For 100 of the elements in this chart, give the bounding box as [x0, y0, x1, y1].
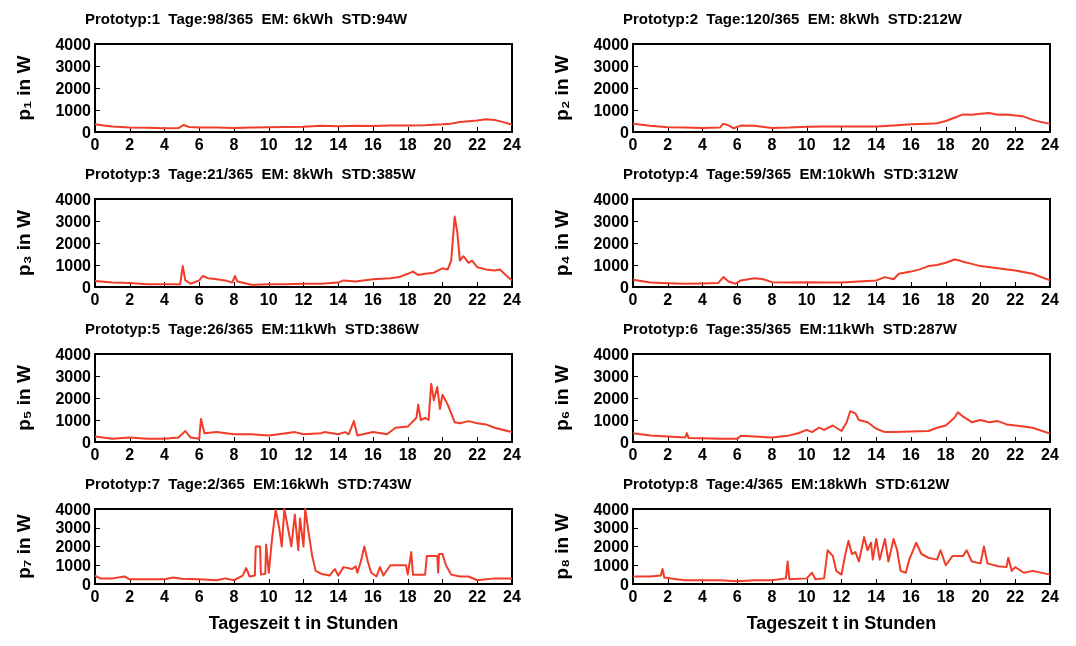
x-tick-label: 18: [398, 445, 417, 463]
y-tick-label: 1000: [55, 256, 92, 274]
y-tick-label: 1000: [55, 556, 92, 574]
x-tick-label: 16: [902, 587, 920, 605]
x-tick-label: 14: [329, 290, 348, 308]
y-tick-label: 0: [620, 433, 630, 451]
x-tick-label: 14: [867, 587, 886, 605]
y-tick-label: 4000: [593, 190, 630, 208]
y-tick-label: 0: [82, 123, 92, 141]
x-tick-label: 10: [797, 135, 816, 153]
x-tick-label: 22: [1006, 290, 1025, 308]
y-tick-label: 2000: [55, 234, 92, 252]
x-tick-label: 12: [832, 135, 851, 153]
x-tick-label: 14: [867, 445, 886, 463]
x-tick-label: 20: [433, 587, 452, 605]
x-tick-label: 22: [468, 445, 487, 463]
line-series: [632, 258, 1051, 285]
y-axis-title: p₁ in W: [13, 55, 34, 121]
chart-title: Prototyp:7 Tage:2/365 EM:16kWh STD:743W: [85, 475, 413, 492]
x-tick-label: 16: [902, 445, 920, 463]
x-tick-label: 20: [971, 290, 990, 308]
x-tick-label: 4: [698, 445, 708, 463]
x-tick-label: 18: [398, 290, 417, 308]
y-tick-label: 2000: [593, 234, 630, 252]
x-tick-label: 20: [971, 587, 990, 605]
x-tick-label: 4: [160, 445, 170, 463]
x-tick-label: 24: [503, 290, 521, 308]
x-tick-label: 4: [160, 290, 170, 308]
y-tick-label: 2000: [55, 389, 92, 407]
y-tick-label: 4000: [593, 35, 630, 53]
x-tick-label: 24: [1041, 587, 1059, 605]
y-tick-label: 2000: [593, 79, 630, 97]
y-tick-label: 3000: [55, 212, 92, 230]
x-tick-label: 14: [329, 445, 348, 463]
y-tick-label: 3000: [55, 519, 92, 537]
y-tick-label: 0: [620, 278, 630, 296]
x-tick-label: 22: [1006, 587, 1025, 605]
x-tick-label: 6: [194, 587, 204, 605]
y-tick-label: 4000: [55, 190, 92, 208]
x-tick-label: 10: [797, 587, 816, 605]
x-tick-label: 12: [294, 587, 313, 605]
line-series: [632, 112, 1051, 130]
x-tick-label: 24: [503, 587, 521, 605]
y-axis-title: p₃ in W: [13, 210, 34, 276]
x-tick-label: 20: [433, 445, 452, 463]
x-tick-label: 18: [398, 587, 417, 605]
y-tick-label: 1000: [55, 411, 92, 429]
y-tick-label: 4000: [55, 35, 92, 53]
x-tick-label: 8: [229, 135, 239, 153]
x-tick-label: 20: [433, 135, 452, 153]
y-tick-label: 1000: [55, 101, 92, 119]
y-tick-label: 1000: [593, 411, 630, 429]
x-tick-label: 2: [663, 587, 673, 605]
x-tick-label: 10: [259, 135, 278, 153]
y-tick-label: 3000: [55, 57, 92, 75]
y-tick-label: 1000: [593, 556, 630, 574]
y-tick-label: 4000: [55, 345, 92, 363]
x-tick-label: 6: [732, 587, 742, 605]
y-axis-title: p₄ in W: [551, 209, 572, 277]
x-tick-label: 8: [767, 587, 777, 605]
x-tick-label: 22: [468, 587, 487, 605]
y-tick-label: 0: [82, 278, 92, 296]
chart-title: Prototyp:4 Tage:59/365 EM:10kWh STD:312W: [623, 165, 959, 182]
x-tick-label: 16: [364, 135, 382, 153]
x-tick-label: 10: [259, 290, 278, 308]
x-tick-label: 12: [832, 445, 851, 463]
y-axis-title: p₂ in W: [551, 55, 572, 121]
chart-title: Prototyp:6 Tage:35/365 EM:11kWh STD:287W: [623, 320, 958, 337]
y-tick-label: 2000: [55, 538, 92, 555]
x-tick-label: 24: [503, 445, 521, 463]
y-axis-title: p₇ in W: [13, 514, 34, 579]
y-axis-title: p₅ in W: [13, 365, 34, 431]
y-tick-label: 0: [82, 433, 92, 451]
y-tick-label: 0: [82, 575, 92, 593]
line-series: [94, 508, 513, 582]
x-tick-label: 18: [936, 587, 955, 605]
y-tick-label: 4000: [593, 345, 630, 363]
x-tick-label: 22: [468, 135, 487, 153]
chart-title: Prototyp:8 Tage:4/365 EM:18kWh STD:612W: [623, 475, 951, 492]
x-tick-label: 6: [194, 135, 204, 153]
y-tick-label: 0: [620, 123, 630, 141]
y-tick-label: 1000: [593, 256, 630, 274]
x-tick-label: 2: [663, 290, 673, 308]
y-tick-label: 0: [620, 575, 630, 593]
line-series: [94, 215, 513, 286]
y-tick-label: 3000: [593, 519, 630, 537]
x-tick-label: 16: [364, 290, 382, 308]
y-tick-label: 4000: [593, 500, 630, 518]
x-tick-label: 4: [160, 587, 170, 605]
x-tick-label: 24: [1041, 290, 1059, 308]
x-tick-label: 16: [364, 587, 382, 605]
x-tick-label: 18: [398, 135, 417, 153]
x-tick-label: 16: [364, 445, 382, 463]
x-tick-label: 6: [732, 445, 742, 463]
x-tick-label: 14: [867, 290, 886, 308]
x-tick-label: 2: [125, 290, 135, 308]
x-tick-label: 20: [433, 290, 452, 308]
x-tick-label: 8: [767, 445, 777, 463]
x-tick-label: 12: [832, 587, 851, 605]
x-tick-label: 24: [503, 135, 521, 153]
